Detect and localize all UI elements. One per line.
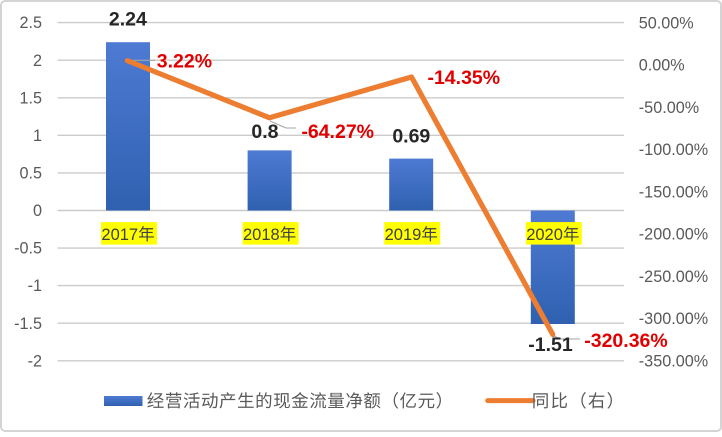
- svg-text:2.5: 2.5: [19, 14, 42, 32]
- svg-text:2.24: 2.24: [109, 9, 147, 31]
- svg-text:-1: -1: [28, 277, 42, 295]
- svg-text:-150.00%: -150.00%: [639, 183, 708, 201]
- svg-text:0.00%: 0.00%: [639, 57, 685, 75]
- svg-text:-300.00%: -300.00%: [639, 310, 708, 328]
- svg-text:-1.5: -1.5: [14, 315, 42, 333]
- svg-text:-320.36%: -320.36%: [584, 330, 667, 352]
- svg-text:2: 2: [33, 52, 42, 70]
- svg-text:-1.51: -1.51: [528, 334, 573, 356]
- svg-text:-200.00%: -200.00%: [639, 226, 708, 244]
- svg-text:-350.00%: -350.00%: [639, 352, 708, 370]
- svg-text:-250.00%: -250.00%: [639, 268, 708, 286]
- svg-text:2018: 2018: [243, 226, 280, 244]
- svg-text:2019: 2019: [385, 226, 422, 244]
- svg-text:-64.27%: -64.27%: [301, 121, 374, 143]
- svg-text:-0.5: -0.5: [14, 240, 42, 258]
- svg-text:0: 0: [33, 202, 42, 220]
- svg-text:1: 1: [33, 127, 42, 145]
- svg-text:2017: 2017: [101, 226, 138, 244]
- svg-text:0.69: 0.69: [392, 125, 430, 147]
- svg-text:0.8: 0.8: [251, 121, 278, 143]
- svg-text:-50.00%: -50.00%: [639, 99, 699, 117]
- svg-text:50.00%: 50.00%: [639, 14, 694, 32]
- svg-text:-14.35%: -14.35%: [427, 67, 500, 89]
- svg-text:0.5: 0.5: [19, 165, 42, 183]
- svg-text:-2: -2: [28, 352, 42, 370]
- svg-text:-100.00%: -100.00%: [639, 141, 708, 159]
- svg-text:1.5: 1.5: [19, 89, 42, 107]
- svg-text:2020: 2020: [526, 226, 563, 244]
- svg-text:3.22%: 3.22%: [157, 51, 212, 73]
